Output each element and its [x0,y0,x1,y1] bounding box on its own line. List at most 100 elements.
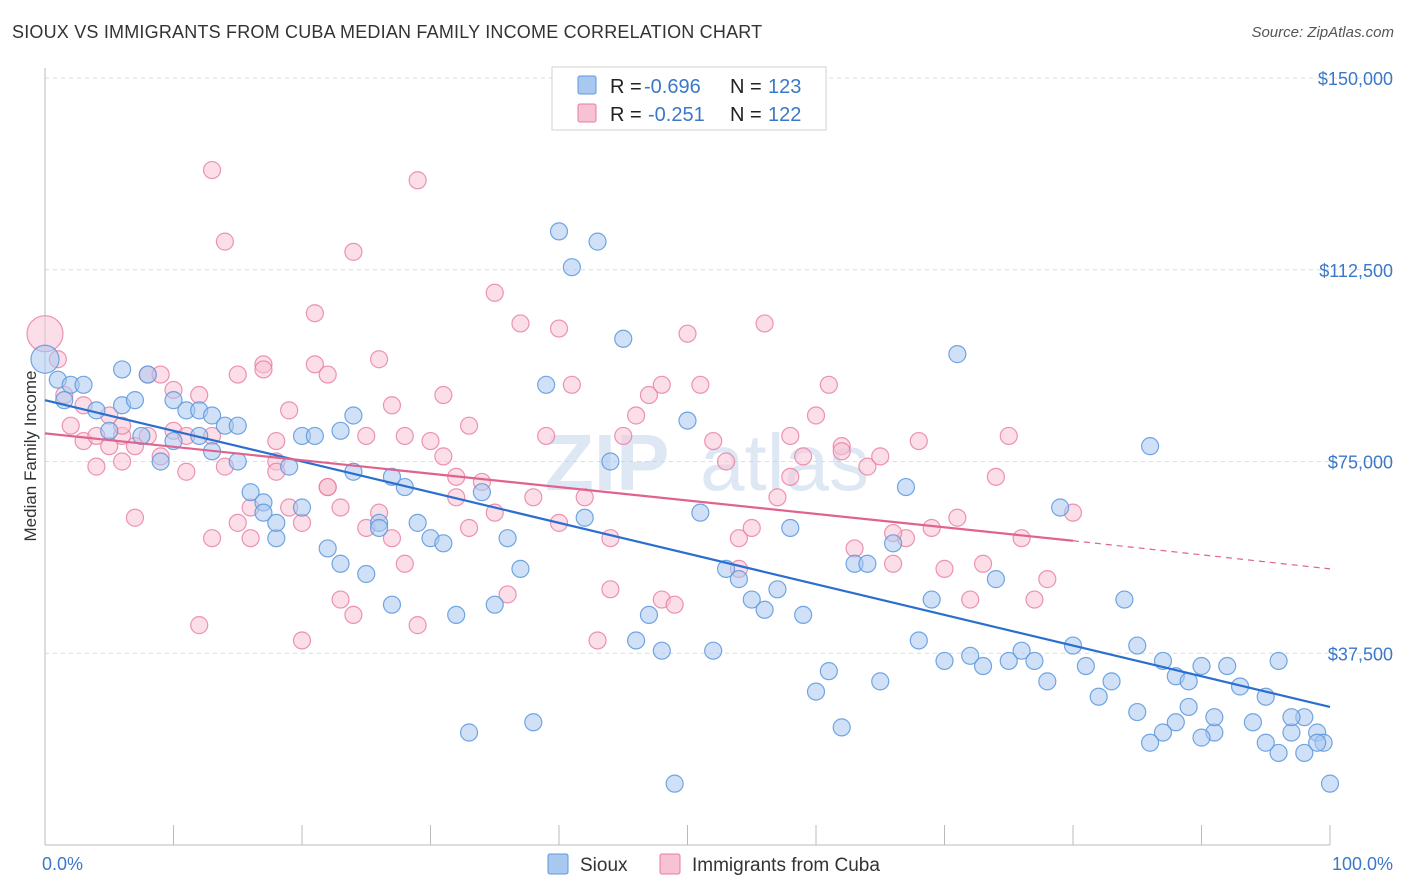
sioux-points [30,222,1340,793]
sioux-point [601,452,620,471]
cuba-point [215,232,234,251]
cuba-point [909,431,928,451]
x-tick-label-0: 0.0% [42,854,83,874]
trend-lines [44,399,1331,709]
cuba-trend-line-dashed [1072,540,1331,570]
cuba-point [485,283,504,302]
cuba-point [588,631,607,650]
bottom-legend-swatch-sioux [547,853,569,875]
cuba-point [305,304,324,323]
sioux-point [909,631,928,650]
cuba-point [267,431,286,451]
sioux-point [498,529,517,548]
sioux-point [112,360,132,379]
sioux-point [678,411,697,430]
sioux-point [1140,733,1160,752]
sioux-point [292,498,312,517]
y-tick-label-0: $37,500 [1328,644,1393,664]
sioux-point [1308,733,1327,752]
cuba-point [382,529,402,548]
sioux-point [665,774,684,793]
cuba-point [626,406,646,425]
cuba-point [280,401,299,420]
watermark: ZIP atlas [545,418,869,507]
cuba-point [858,457,877,476]
sioux-point [1012,641,1031,660]
sioux-point [267,529,286,548]
cuba-point [421,431,440,451]
cuba-point [344,242,363,261]
sioux-point [1115,590,1134,609]
cuba-point [883,554,903,573]
legend-box [551,66,827,131]
sioux-trend-line [44,399,1331,709]
sioux-point [1282,708,1301,727]
y-tick-label-1: $75,000 [1328,453,1393,473]
sioux-point [691,503,710,522]
cuba-point [331,498,350,517]
sioux-point [626,631,646,650]
sioux-point [768,580,787,599]
sioux-point [1038,672,1057,691]
sioux-point [1166,713,1185,732]
legend-swatch-sioux [577,75,597,95]
cuba-point [202,160,222,180]
sioux-point [1218,656,1237,676]
sioux-point [883,534,903,553]
sioux-point [742,590,761,609]
sioux-point [1089,687,1108,706]
cuba-point [498,585,517,604]
sioux-point [382,595,402,614]
sioux-point [832,718,851,737]
cuba-point [652,375,671,394]
sioux-point [164,391,183,410]
cuba-point [331,590,350,609]
cuba-point [781,426,800,446]
sioux-point [755,600,774,619]
sioux-point [948,345,967,364]
sioux-point [575,508,594,527]
sioux-point [1153,723,1173,742]
y-tick-label-2: $112,500 [1319,261,1393,281]
cuba-point [357,426,376,446]
cuba-point [922,518,941,538]
chart-title: SIOUX VS IMMIGRANTS FROM CUBA MEDIAN FAM… [12,22,763,42]
cuba-point [806,406,826,425]
sioux-point [896,477,916,497]
cuba-point [1038,570,1057,589]
sioux-point [1282,723,1301,742]
sioux-point [524,713,543,732]
sioux-point [1025,651,1044,671]
cuba-point [781,467,800,486]
sioux-point [267,513,286,532]
sioux-point [652,641,671,660]
legend-r-value-sioux: -0.696 [644,76,701,98]
sioux-point [1269,651,1288,671]
legend-r-label-sioux: R = [610,76,642,98]
cuba-point [986,467,1006,486]
sioux-point [472,483,491,502]
cuba-point [382,396,402,415]
sioux-point [639,605,659,625]
sioux-point [1128,702,1147,722]
cuba-point [228,513,247,532]
sioux-point [614,329,633,348]
sioux-point [858,554,877,573]
cuba-trend-line [44,432,1074,542]
cuba-point [395,554,414,573]
cuba-point [691,375,710,394]
sioux-point [331,421,350,440]
cuba-point [125,508,145,527]
cuba-point [292,631,312,650]
cuba-point [318,365,337,384]
sioux-point [1192,728,1211,747]
cuba-point [755,314,774,333]
legend-top: R = -0.696 N = 123 R = -0.251 N = 122 [551,66,827,131]
cuba-point [935,559,954,578]
sioux-point [935,651,954,671]
cuba-point [202,529,222,548]
sioux-point [819,662,838,681]
cuba-point [639,385,659,405]
legend-n-label-cuba: N = [730,104,762,126]
legend-bottom: Sioux Immigrants from Cuba [547,853,880,876]
